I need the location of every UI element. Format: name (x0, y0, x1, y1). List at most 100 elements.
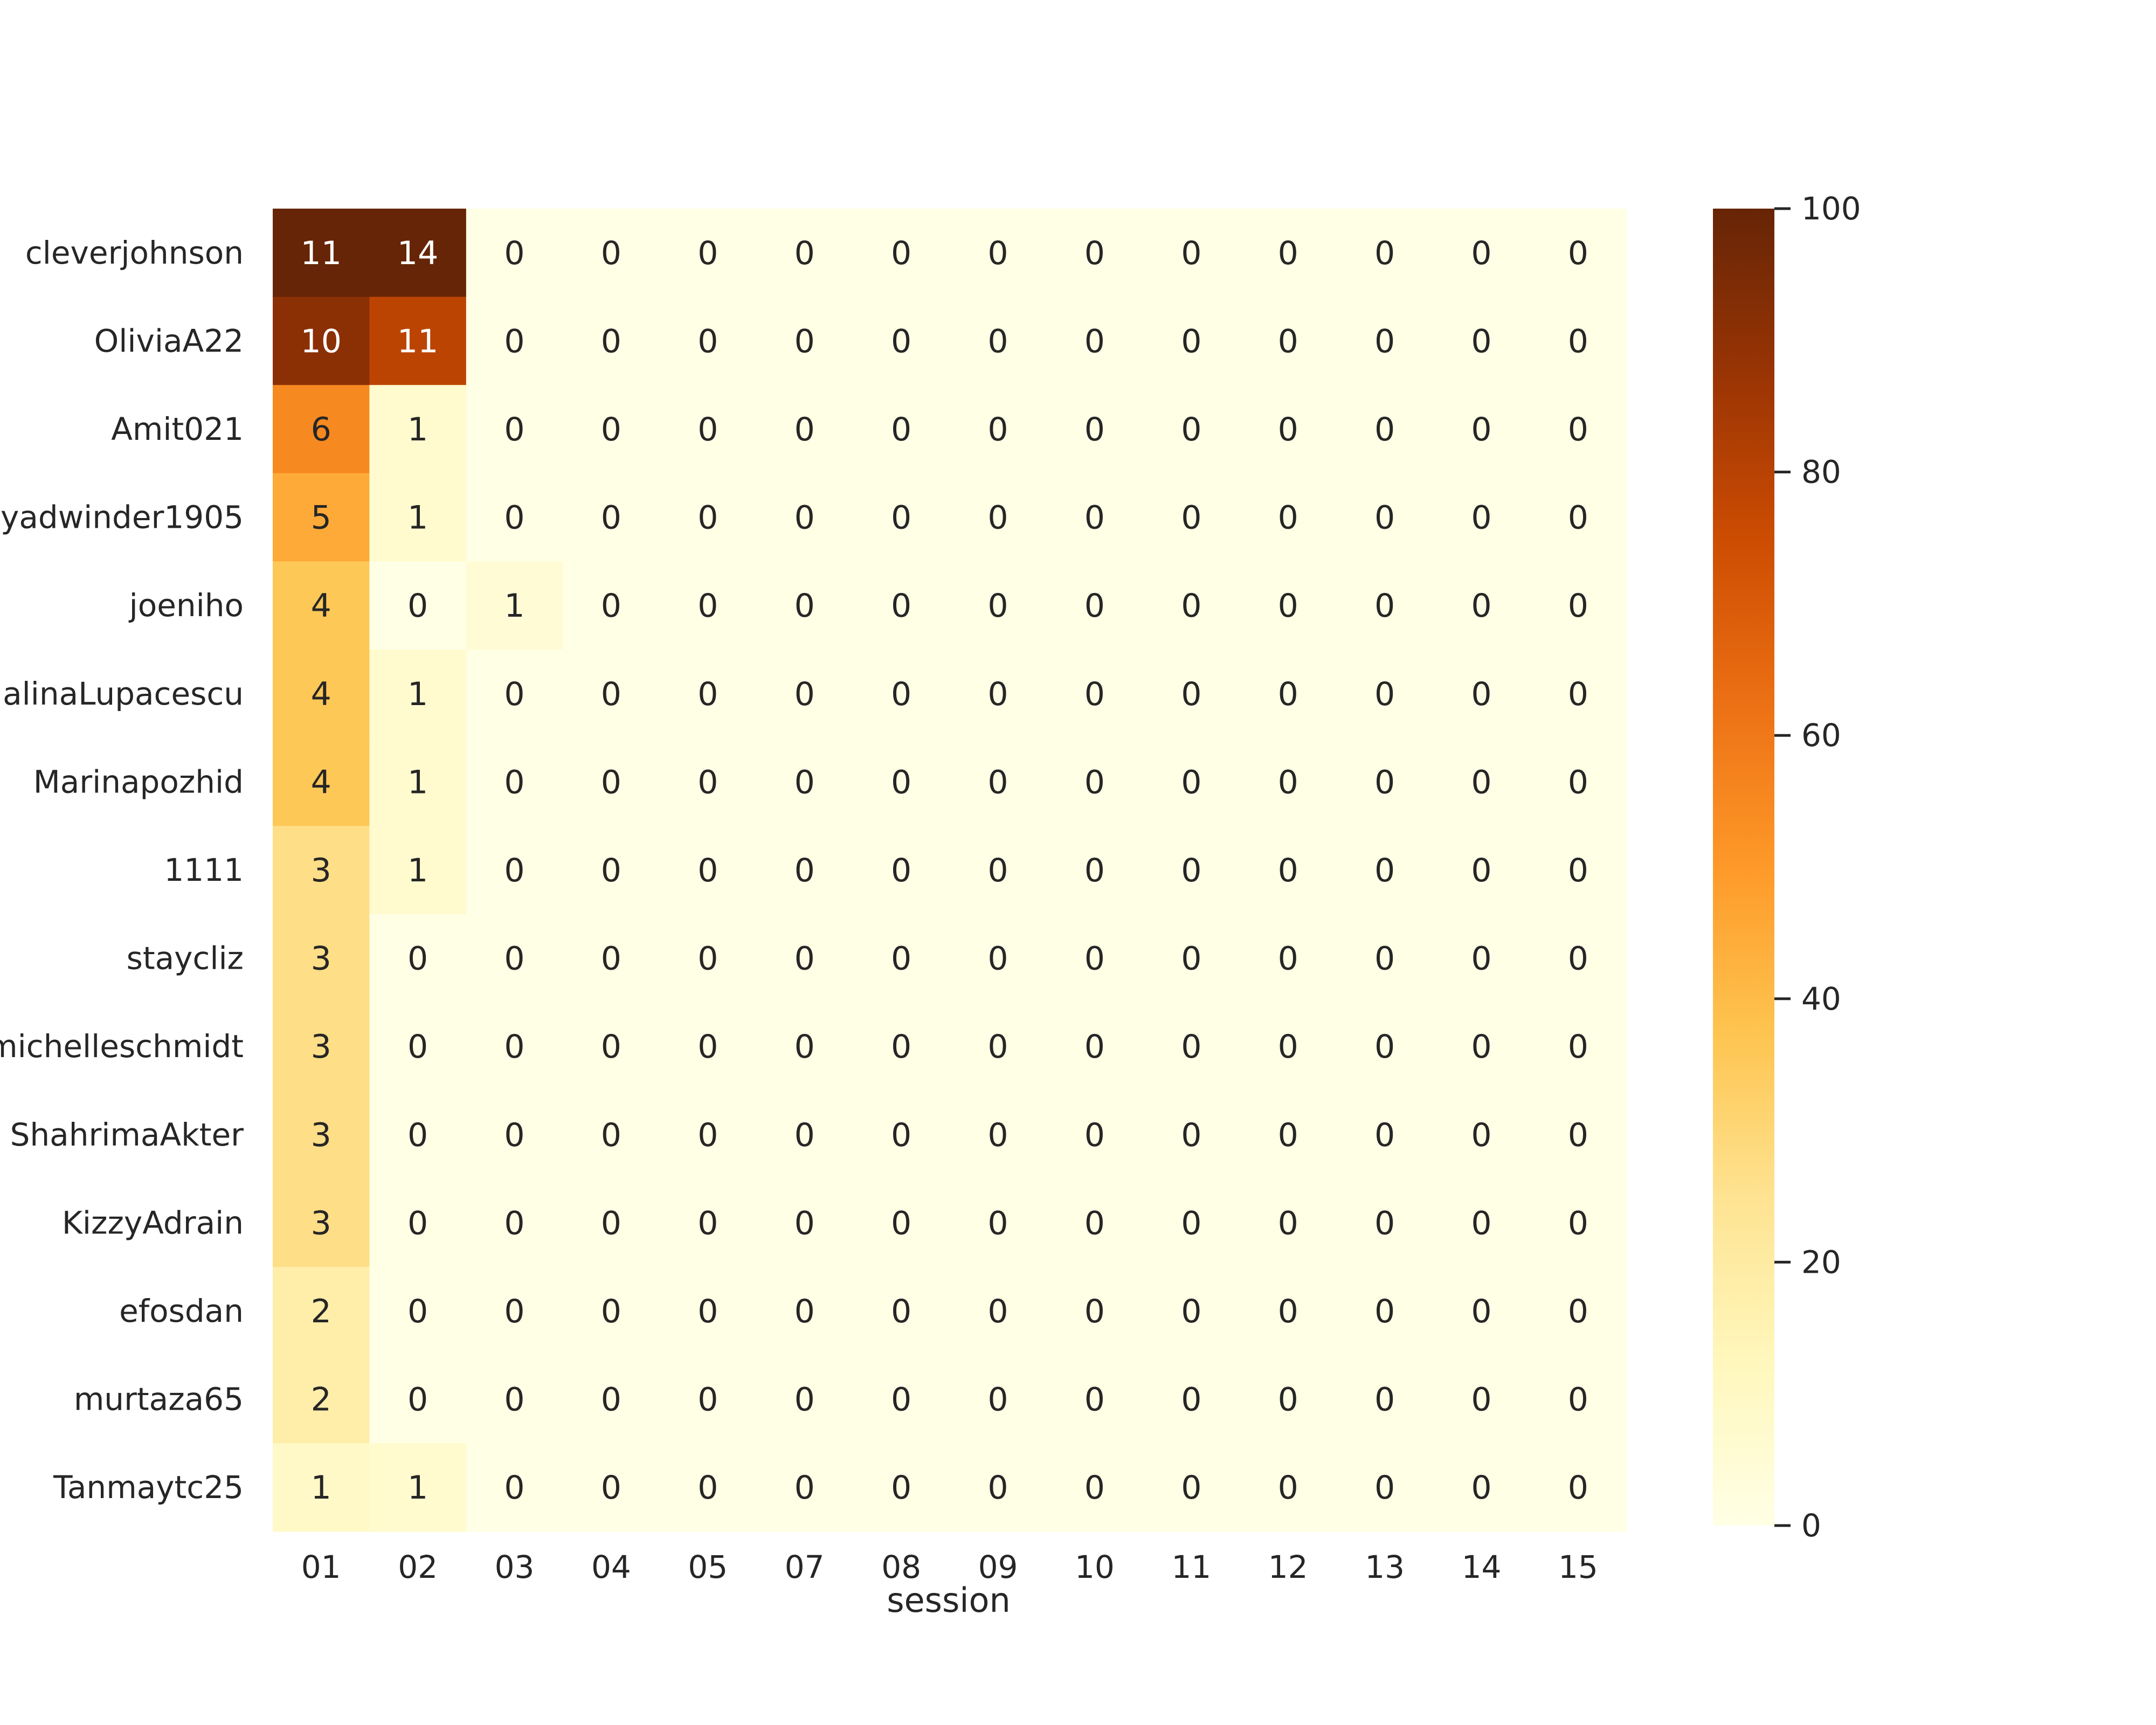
cell-annotation: 0 (1471, 852, 1491, 889)
heatmap-cell (1143, 209, 1240, 298)
cell-annotation: 3 (311, 940, 331, 978)
cell-annotation: 0 (794, 852, 815, 889)
heatmap-cell (1336, 1091, 1434, 1179)
heatmap-cell (466, 385, 563, 474)
y-tick-label: Marinapozhid (33, 763, 244, 800)
cell-annotation: 11 (301, 234, 342, 272)
cell-annotation: 0 (697, 1381, 718, 1419)
cell-annotation: 0 (697, 411, 718, 448)
heatmap-cell (853, 1267, 950, 1356)
heatmap-cell (853, 473, 950, 562)
heatmap-cell (1530, 1002, 1627, 1091)
cell-annotation: 0 (1471, 1116, 1491, 1154)
heatmap-cell (369, 1267, 467, 1356)
cell-annotation: 1 (407, 1469, 428, 1507)
cell-annotation: 0 (407, 1204, 428, 1242)
heatmap-cell (466, 914, 563, 1003)
heatmap-cell (853, 1178, 950, 1267)
heatmap-cell (466, 826, 563, 915)
heatmap-cell (1336, 1443, 1434, 1532)
y-tick-label: joeniho (128, 587, 244, 624)
cell-annotation: 0 (601, 763, 621, 801)
heatmap-cell (1143, 1178, 1240, 1267)
heatmap-cell (756, 1178, 853, 1267)
heatmap-cell (1433, 1091, 1530, 1179)
heatmap-cell (1433, 1443, 1530, 1532)
heatmap-cell (466, 1091, 563, 1179)
heatmap-cell (1530, 826, 1627, 915)
heatmap-cell (273, 473, 370, 562)
cell-annotation: 0 (794, 499, 815, 537)
heatmap-cell (853, 1355, 950, 1444)
cell-annotation: 0 (891, 411, 911, 448)
cell-annotation: 0 (601, 1116, 621, 1154)
heatmap-cell (1530, 1443, 1627, 1532)
heatmap-cell (1240, 826, 1337, 915)
heatmap-cell (466, 737, 563, 826)
cell-annotation: 0 (1471, 940, 1491, 978)
heatmap-cell (949, 385, 1047, 474)
heatmap-cell (369, 1091, 467, 1179)
heatmap-cell (756, 1267, 853, 1356)
heatmap-cell (756, 473, 853, 562)
y-tick-label: efosdan (119, 1293, 244, 1329)
cell-annotation: 0 (1181, 587, 1201, 625)
heatmap-cell (949, 914, 1047, 1003)
cell-annotation: 0 (891, 587, 911, 625)
cell-annotation: 0 (794, 322, 815, 360)
x-tick-label: 05 (688, 1549, 728, 1585)
cell-annotation: 10 (301, 322, 342, 360)
heatmap-cell (1143, 737, 1240, 826)
cell-annotation: 0 (891, 1381, 911, 1419)
cell-annotation: 0 (1181, 763, 1201, 801)
heatmap-cell (1240, 1267, 1337, 1356)
x-tick-label: 09 (978, 1549, 1018, 1585)
cell-annotation: 0 (1568, 852, 1588, 889)
heatmap-cell (369, 1355, 467, 1444)
heatmap-cell (1336, 473, 1434, 562)
cell-annotation: 0 (601, 411, 621, 448)
cell-annotation: 0 (407, 1028, 428, 1066)
heatmap-cell (949, 1355, 1047, 1444)
cell-annotation: 1 (311, 1469, 331, 1507)
heatmap-cell (466, 1355, 563, 1444)
cell-annotation: 0 (1568, 1469, 1588, 1507)
cell-annotation: 0 (1471, 675, 1491, 713)
heatmap-cell (853, 1002, 950, 1091)
heatmap-cell (756, 1002, 853, 1091)
x-tick-label: 08 (881, 1549, 921, 1585)
heatmap-cell (1143, 914, 1240, 1003)
cell-annotation: 0 (697, 940, 718, 978)
cell-annotation: 0 (1084, 1469, 1105, 1507)
cell-annotation: 0 (1181, 1116, 1201, 1154)
cell-annotation: 0 (1278, 1293, 1298, 1330)
cell-annotation: 0 (891, 675, 911, 713)
cell-annotation: 0 (601, 587, 621, 625)
y-tick-label: OliviaA22 (94, 322, 244, 359)
cell-annotation: 0 (697, 322, 718, 360)
heatmap-cell (1336, 650, 1434, 739)
cell-annotation: 0 (697, 587, 718, 625)
heatmap-cell (563, 1355, 660, 1444)
cell-annotation: 0 (504, 234, 524, 272)
heatmap-cell (273, 385, 370, 474)
cell-annotation: 0 (1181, 852, 1201, 889)
cell-annotation: 0 (504, 675, 524, 713)
cell-annotation: 0 (1278, 499, 1298, 537)
cell-annotation: 1 (407, 763, 428, 801)
cell-annotation: 0 (601, 322, 621, 360)
heatmap-cell (1143, 1355, 1240, 1444)
heatmap-cell (1433, 1267, 1530, 1356)
x-tick-label: 15 (1558, 1549, 1598, 1585)
cell-annotation: 2 (311, 1293, 331, 1330)
heatmap-cell (659, 1443, 757, 1532)
cell-annotation: 0 (987, 1116, 1008, 1154)
cell-annotation: 0 (794, 1116, 815, 1154)
heatmap-cell (1433, 209, 1530, 298)
heatmap-cell (756, 737, 853, 826)
cell-annotation: 0 (504, 1293, 524, 1330)
heatmap-cell (756, 209, 853, 298)
heatmap-cell (563, 1178, 660, 1267)
heatmap-cell (853, 561, 950, 650)
heatmap-cell (1530, 1355, 1627, 1444)
